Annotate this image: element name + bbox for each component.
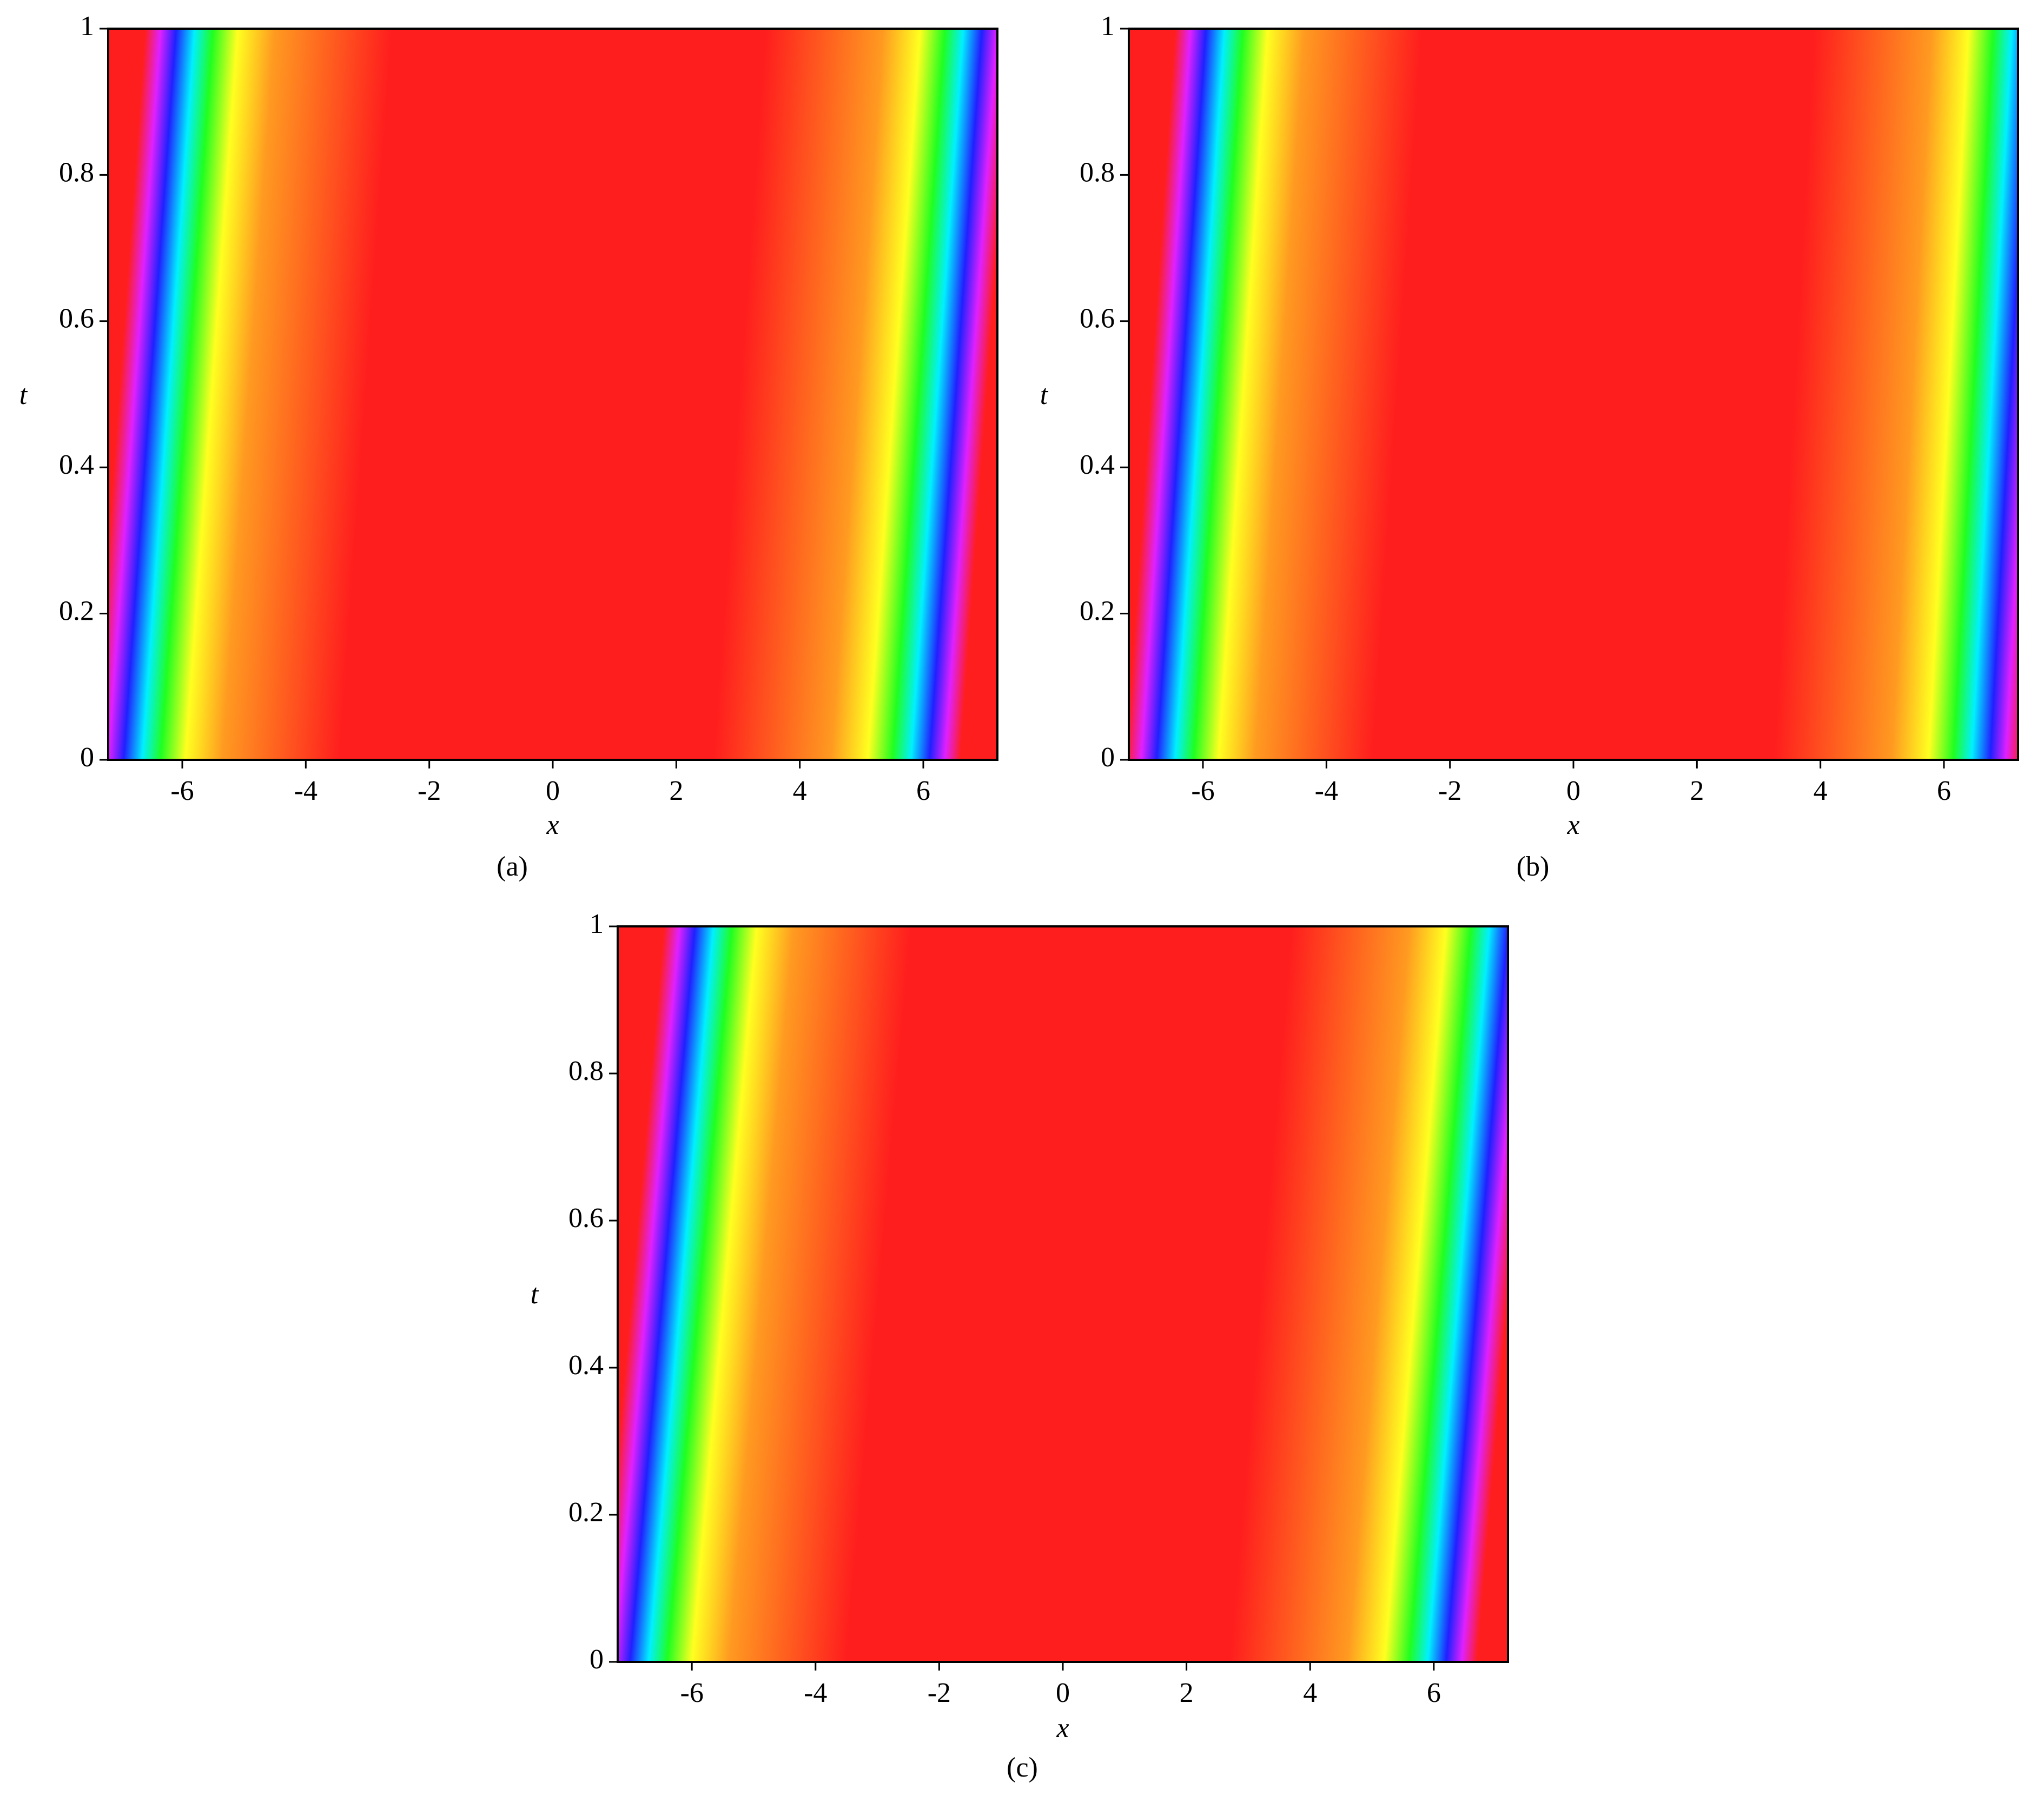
front <box>108 29 408 760</box>
y-tick-label: 0.8 <box>59 157 94 188</box>
x-tick-label: 6 <box>916 776 930 806</box>
front <box>1212 926 1508 1662</box>
x-tick-label: 2 <box>1690 776 1704 806</box>
plot-area <box>1129 29 2018 760</box>
y-tick-label: 0.2 <box>1080 596 1115 627</box>
front-band <box>618 926 931 1662</box>
plot-area <box>108 29 997 760</box>
x-tick-label: 2 <box>1180 1678 1194 1708</box>
caption: (a) <box>497 851 528 882</box>
front-band <box>698 29 997 760</box>
front-band <box>1212 926 1508 1662</box>
panel: -6 -4 -2 0 2 4 6 0 0.2 0.4 0.6 0.8 1 x t (c) <box>531 909 1509 1783</box>
caption: (c) <box>1007 1752 1038 1783</box>
caption: (b) <box>1517 851 1550 882</box>
x-tick-label: 0 <box>546 776 560 806</box>
y-axis-label: t <box>19 380 28 410</box>
x-tick-label: -4 <box>804 1678 827 1708</box>
x-tick-label: 4 <box>793 776 807 806</box>
y-tick-label: 0.4 <box>568 1350 604 1381</box>
panel: -6 -4 -2 0 2 4 6 0 0.2 0.4 0.6 0.8 1 x t (b) <box>1040 11 2019 882</box>
x-tick-label: -6 <box>170 776 194 806</box>
x-tick-label: -2 <box>928 1678 951 1708</box>
y-tick-label: 0.4 <box>59 449 94 480</box>
y-tick-label: 0.2 <box>568 1497 604 1528</box>
x-tick-label: -6 <box>680 1678 704 1708</box>
front-band <box>1129 29 1437 760</box>
x-tick-label: -4 <box>1315 776 1338 806</box>
y-tick-label: 0.6 <box>59 303 94 334</box>
x-tick-label: -4 <box>294 776 317 806</box>
front <box>618 926 931 1662</box>
x-axis-label: x <box>1056 1713 1069 1744</box>
x-tick-label: -6 <box>1191 776 1214 806</box>
x-axis-label: x <box>1566 810 1579 840</box>
y-tick-label: 0.8 <box>568 1056 604 1086</box>
y-tick-label: 1 <box>590 909 604 939</box>
y-tick-label: 0 <box>1101 742 1115 773</box>
y-tick-label: 1 <box>80 11 94 42</box>
front <box>1129 29 1437 760</box>
y-tick-label: 1 <box>1101 11 1115 42</box>
y-axis-label: t <box>1040 380 1049 410</box>
x-tick-label: 4 <box>1814 776 1828 806</box>
y-tick-label: 0 <box>80 742 94 773</box>
panel: -6 -4 -2 0 2 4 6 0 0.2 0.4 0.6 0.8 1 x t (a) <box>19 11 998 882</box>
x-tick-label: 0 <box>1566 776 1580 806</box>
front-band <box>1762 29 2018 760</box>
y-tick-label: 0.4 <box>1080 449 1115 480</box>
x-tick-label: 6 <box>1427 1678 1441 1708</box>
y-tick-label: 0.6 <box>1080 303 1115 334</box>
x-tick-label: 0 <box>1056 1678 1070 1708</box>
front-band <box>108 29 408 760</box>
y-axis-label: t <box>531 1279 539 1310</box>
y-tick-label: 0.6 <box>568 1203 604 1234</box>
x-tick-label: 6 <box>1937 776 1951 806</box>
front <box>698 29 997 760</box>
x-tick-label: -2 <box>1438 776 1461 806</box>
plot-area <box>618 926 1508 1662</box>
front <box>1762 29 2018 760</box>
x-tick-label: 4 <box>1303 1678 1317 1708</box>
x-axis-label: x <box>546 810 559 840</box>
y-tick-label: 0 <box>590 1644 604 1675</box>
x-tick-label: 2 <box>669 776 683 806</box>
y-tick-label: 0.8 <box>1080 157 1115 188</box>
x-tick-label: -2 <box>418 776 441 806</box>
y-tick-label: 0.2 <box>59 596 94 627</box>
